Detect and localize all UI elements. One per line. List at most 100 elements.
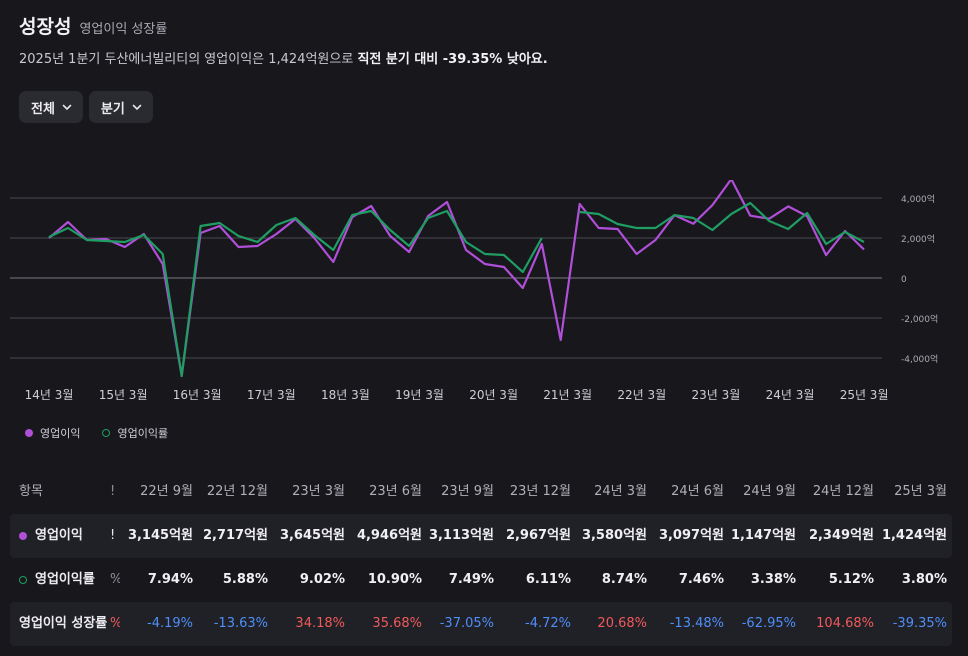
x-tick-label: 21년 3월 xyxy=(543,388,592,402)
table-header-row: 항목 ! 22년 9월 22년 12월 23년 3월 23년 6월 23년 9월 23년 … xyxy=(10,470,952,514)
y-tick-label: -2,000억 xyxy=(901,313,938,325)
table-cell: -4.19% xyxy=(147,616,193,631)
row-label-growth: 영업이익 성장률 xyxy=(19,602,107,646)
filter-bar: 전체 분기 xyxy=(19,91,153,123)
row-label-growth-text: 영업이익 성장률 xyxy=(19,616,108,631)
table-cell: 3,113억원 xyxy=(428,528,494,543)
clipped-column: % xyxy=(110,558,120,602)
clipped-column: % xyxy=(110,602,120,646)
column-header: 24년 3월 xyxy=(594,484,647,499)
x-tick-label: 17년 3월 xyxy=(247,388,296,402)
table-cell: -13.48% xyxy=(669,616,724,631)
clipped-column: ! xyxy=(110,528,116,543)
margin-marker xyxy=(19,576,27,584)
table-cell: -62.95% xyxy=(741,616,796,631)
legend-profit-marker xyxy=(25,429,33,437)
column-header: 22년 12월 xyxy=(206,484,268,499)
legend-item-profit[interactable]: 영업이익 xyxy=(25,425,80,441)
y-tick-label: -4,000억 xyxy=(901,353,938,365)
title-row: 성장성 영업이익 성장률 xyxy=(19,12,167,39)
column-header: 24년 12월 xyxy=(812,484,874,499)
x-tick-label: 24년 3월 xyxy=(766,388,815,402)
chevron-down-icon xyxy=(62,104,72,111)
page-subtitle: 영업이익 성장률 xyxy=(79,22,168,37)
table-cell: 4,946억원 xyxy=(356,528,422,543)
table-cell: 3,145억원 xyxy=(127,528,193,543)
table-row-growth: 영업이익 성장률 % -4.19% -13.63% 34.18% 35.68% -37.… xyxy=(10,602,952,646)
row-label-margin: 영업이익률 xyxy=(19,558,95,602)
x-tick-label: 15년 3월 xyxy=(99,388,148,402)
table-cell: 20.68% xyxy=(597,616,647,631)
legend-margin-label: 영업이익률 xyxy=(117,427,169,440)
table-cell: 2,967억원 xyxy=(505,528,571,543)
summary-text: 2025년 1분기 두산에너빌리티의 영업이익은 1,424억원으로 직전 분기… xyxy=(19,48,548,67)
chevron-down-icon xyxy=(132,104,142,111)
chart-legend: 영업이익 영업이익률 xyxy=(25,425,168,441)
y-tick-label: 0 xyxy=(901,275,907,285)
table-cell: -13.63% xyxy=(213,616,268,631)
x-tick-label: 25년 3월 xyxy=(840,388,889,402)
column-header: 22년 9월 xyxy=(140,484,193,499)
table-cell: 5.12% xyxy=(828,572,874,587)
x-tick-label: 19년 3월 xyxy=(395,388,444,402)
table-cell: 3.80% xyxy=(901,572,947,587)
legend-profit-label: 영업이익 xyxy=(40,427,81,440)
series-line-margin xyxy=(48,201,865,378)
y-tick-label: 2,000억 xyxy=(901,233,935,245)
table-cell: 3,645억원 xyxy=(279,528,345,543)
row-label-profit-text: 영업이익 xyxy=(35,528,83,543)
y-tick-label: 4,000억 xyxy=(901,193,935,205)
table-cell: 1,147억원 xyxy=(730,528,796,543)
table-cell: 5.88% xyxy=(222,572,268,587)
clipped-column: ! xyxy=(110,484,116,499)
table-cell: 6.11% xyxy=(525,572,571,587)
table-cell: 104.68% xyxy=(816,616,874,631)
table-cell: 9.02% xyxy=(299,572,345,587)
legend-item-margin[interactable]: 영업이익률 xyxy=(102,425,168,441)
range-dropdown[interactable]: 전체 xyxy=(19,91,83,123)
page-title: 성장성 xyxy=(19,16,72,38)
table-cell: 7.49% xyxy=(448,572,494,587)
table-cell: 2,717억원 xyxy=(202,528,268,543)
table-cell: -39.35% xyxy=(892,616,947,631)
legend-margin-marker xyxy=(102,429,111,437)
column-header: 23년 12월 xyxy=(509,484,571,499)
table-cell: 3.38% xyxy=(750,572,796,587)
x-tick-label: 14년 3월 xyxy=(25,388,74,402)
x-tick-label: 20년 3월 xyxy=(469,388,518,402)
table-cell: 35.68% xyxy=(372,616,422,631)
range-dropdown-label: 전체 xyxy=(31,101,55,117)
table-cell: 8.74% xyxy=(601,572,647,587)
table-cell: -4.72% xyxy=(525,616,571,631)
table-cell: 2,349억원 xyxy=(808,528,874,543)
operating-profit-line-chart: 4,000억 2,000억 0 -2,000억 -4,000억 14년 3월 15년 3월 1… xyxy=(10,180,938,402)
column-header: 23년 6월 xyxy=(369,484,422,499)
table-header-label: 항목 xyxy=(19,484,43,499)
table-row-margin: 영업이익률 % 7.94% 5.88% 9.02% 10.90% 7.49% 6.11% 8… xyxy=(10,558,952,602)
table-cell: -37.05% xyxy=(439,616,494,631)
column-header: 23년 3월 xyxy=(292,484,345,499)
row-label-margin-text: 영업이익률 xyxy=(35,572,95,587)
period-dropdown[interactable]: 분기 xyxy=(88,91,153,123)
table-cell: 10.90% xyxy=(367,572,422,587)
table-row-profit: 영업이익 ! 3,145억원 2,717억원 3,645억원 4,946억원 3,113… xyxy=(10,514,952,558)
table-cell: 3,580억원 xyxy=(581,528,647,543)
summary-highlight: 직전 분기 대비 -39.35% 낮아요. xyxy=(357,52,548,67)
column-header: 23년 9월 xyxy=(441,484,494,499)
table-cell: 1,424억원 xyxy=(881,528,947,543)
summary-prefix: 2025년 1분기 두산에너빌리티의 영업이익은 1,424억원으로 xyxy=(19,52,354,67)
table-cell: 7.46% xyxy=(678,572,724,587)
x-tick-label: 16년 3월 xyxy=(173,388,222,402)
column-header: 24년 9월 xyxy=(743,484,796,499)
column-header: 24년 6월 xyxy=(671,484,724,499)
row-label-profit: 영업이익 xyxy=(19,514,83,558)
column-header: 25년 3월 xyxy=(894,484,947,499)
table-cell: 7.94% xyxy=(147,572,193,587)
profit-marker xyxy=(19,532,27,540)
x-tick-label: 18년 3월 xyxy=(321,388,370,402)
x-tick-label: 23년 3월 xyxy=(691,388,740,402)
x-tick-label: 22년 3월 xyxy=(617,388,666,402)
period-dropdown-label: 분기 xyxy=(100,101,125,117)
table-cell: 3,097억원 xyxy=(658,528,724,543)
table-cell: 34.18% xyxy=(295,616,345,631)
